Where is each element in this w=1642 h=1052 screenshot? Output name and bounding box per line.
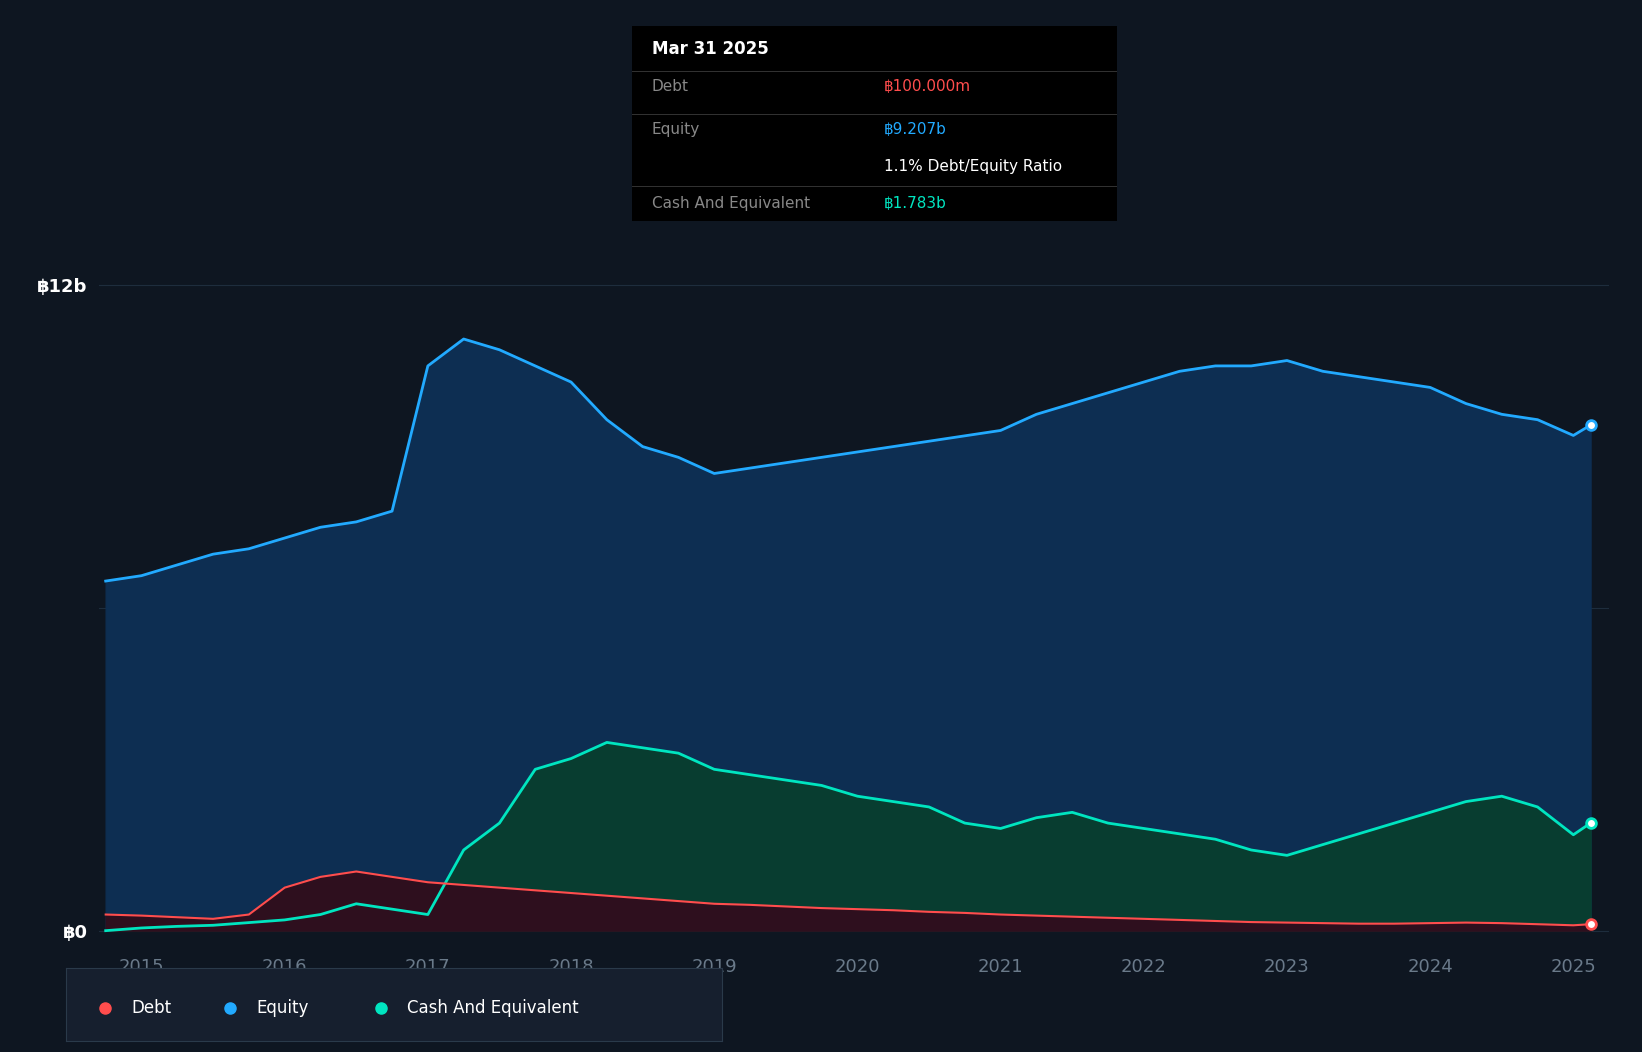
Text: ฿100.000m: ฿100.000m bbox=[883, 79, 970, 94]
Text: ฿1.783b: ฿1.783b bbox=[883, 196, 947, 210]
Text: Equity: Equity bbox=[652, 122, 699, 137]
Text: Mar 31 2025: Mar 31 2025 bbox=[652, 40, 768, 58]
Text: Cash And Equivalent: Cash And Equivalent bbox=[652, 196, 810, 210]
Text: Equity: Equity bbox=[256, 999, 309, 1017]
Text: Cash And Equivalent: Cash And Equivalent bbox=[407, 999, 580, 1017]
Text: ฿9.207b: ฿9.207b bbox=[883, 122, 947, 137]
Text: Debt: Debt bbox=[131, 999, 171, 1017]
Text: Debt: Debt bbox=[652, 79, 688, 94]
Text: 1.1% Debt/Equity Ratio: 1.1% Debt/Equity Ratio bbox=[883, 159, 1062, 174]
